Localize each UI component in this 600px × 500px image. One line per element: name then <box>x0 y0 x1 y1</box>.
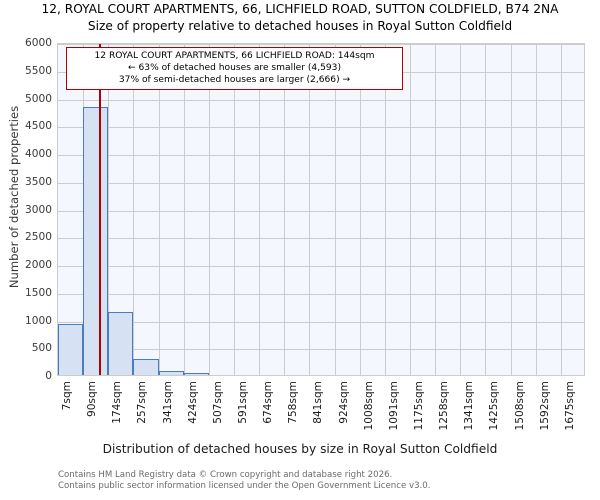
grid-line-vertical <box>334 44 336 375</box>
y-axis-tick-label: 3000 <box>25 203 52 216</box>
grid-line-horizontal <box>58 349 584 351</box>
grid-line-horizontal <box>58 210 584 212</box>
x-axis-tick-label: 591sqm <box>237 381 249 424</box>
x-axis-tick-label: 90sqm <box>86 381 99 418</box>
grid-line-vertical <box>309 44 311 375</box>
y-axis-tick-label: 3500 <box>25 175 52 188</box>
y-axis-tick-label: 4000 <box>25 148 52 160</box>
grid-line-horizontal <box>58 99 584 101</box>
x-axis-tick-label: 1508sqm <box>513 381 526 431</box>
grid-line-vertical <box>284 44 286 375</box>
y-axis-tick-label: 4500 <box>25 120 52 133</box>
page-subtitle: Size of property relative to detached ho… <box>87 19 513 33</box>
bar <box>58 323 84 375</box>
grid-line-horizontal <box>58 321 584 323</box>
footer-attribution: Contains HM Land Registry data © Crown c… <box>58 470 430 492</box>
grid-line-vertical <box>435 44 437 375</box>
annotation-line-3: 37% of semi-detached houses are larger (… <box>118 75 351 85</box>
y-axis-tick-label: 1500 <box>25 286 52 299</box>
bar <box>158 370 184 375</box>
x-axis-tick-label: 1675sqm <box>563 381 576 431</box>
grid-line-vertical <box>108 44 110 375</box>
annotation-line-2: ← 63% of detached houses are smaller (4,… <box>127 63 342 73</box>
y-axis-tick-label: 1000 <box>25 314 52 327</box>
y-axis-tick-label: 5000 <box>25 92 52 105</box>
y-axis-tick-label: 5500 <box>25 64 52 77</box>
grid-line-horizontal <box>58 266 584 267</box>
grid-line-horizontal <box>58 293 584 295</box>
x-axis-tick-label: 674sqm <box>262 381 275 424</box>
grid-lines <box>58 44 584 375</box>
y-axis-tick-label: 6000 <box>25 37 52 49</box>
property-marker-line <box>99 44 101 375</box>
bar <box>183 372 209 375</box>
grid-line-vertical <box>359 44 361 375</box>
x-axis-tick-label: 1258sqm <box>438 381 451 431</box>
bar <box>108 311 134 375</box>
grid-line-vertical <box>485 44 487 375</box>
x-axis-tick-label: 1091sqm <box>387 381 400 431</box>
annotation-box: 12 ROYAL COURT APARTMENTS, 66 LICHFIELD … <box>66 47 403 90</box>
x-axis-tick-label: 1008sqm <box>362 381 375 431</box>
plot-area <box>57 43 585 376</box>
x-axis-tick-label: 507sqm <box>211 381 224 424</box>
x-axis-tick-label: 758sqm <box>287 381 300 424</box>
grid-line-horizontal <box>58 44 584 45</box>
grid-line-horizontal <box>58 127 584 129</box>
grid-line-vertical <box>183 44 185 375</box>
x-axis-tick-label: 7sqm <box>61 381 73 411</box>
x-axis-tick-label: 341sqm <box>161 381 174 424</box>
grid-line-vertical <box>208 44 210 375</box>
x-axis-tick-label: 924sqm <box>337 381 350 424</box>
grid-line-vertical <box>158 44 160 375</box>
y-axis-tick-label: 2000 <box>25 259 52 271</box>
annotation-line-1: 12 ROYAL COURT APARTMENTS, 66 LICHFIELD … <box>94 51 375 61</box>
footer-line-1: Contains HM Land Registry data © Crown c… <box>58 470 393 480</box>
grid-line-vertical <box>560 44 562 375</box>
grid-line-vertical <box>259 44 261 375</box>
bar <box>83 106 109 375</box>
page-title: 12, ROYAL COURT APARTMENTS, 66, LICHFIEL… <box>41 2 559 16</box>
grid-line-vertical <box>510 44 512 375</box>
grid-line-vertical <box>234 44 235 375</box>
x-axis-tick-label: 174sqm <box>111 381 124 424</box>
grid-line-vertical <box>133 44 135 375</box>
x-axis-tick-label: 841sqm <box>312 381 325 424</box>
grid-line-vertical <box>460 44 462 375</box>
histogram-bars <box>58 44 584 375</box>
grid-line-horizontal <box>58 155 584 156</box>
grid-line-vertical <box>535 44 537 375</box>
y-axis-tick-label: 0 <box>45 370 52 382</box>
y-axis-tick-label: 500 <box>31 342 52 355</box>
grid-line-horizontal <box>58 182 584 184</box>
grid-line-horizontal <box>58 238 584 240</box>
grid-line-vertical <box>384 44 386 375</box>
footer-line-2: Contains public sector information licen… <box>58 481 431 491</box>
x-axis-tick-label: 1175sqm <box>413 381 425 431</box>
x-axis-tick-label: 424sqm <box>186 381 199 424</box>
x-axis-tick-label: 1425sqm <box>488 381 501 431</box>
bar <box>133 358 159 375</box>
x-axis-tick-label: 1592sqm <box>538 381 551 431</box>
y-axis-tick-labels: 0 500 1000 1500 2000 2500 3000 3500 4000 4500 5000… <box>0 0 52 500</box>
grid-line-vertical <box>410 44 411 375</box>
x-axis-tick-label: 1341sqm <box>463 381 476 431</box>
x-axis-title: Distribution of detached houses by size … <box>102 442 498 456</box>
x-axis-tick-label: 257sqm <box>136 381 149 424</box>
y-axis-tick-label: 2500 <box>25 231 52 244</box>
